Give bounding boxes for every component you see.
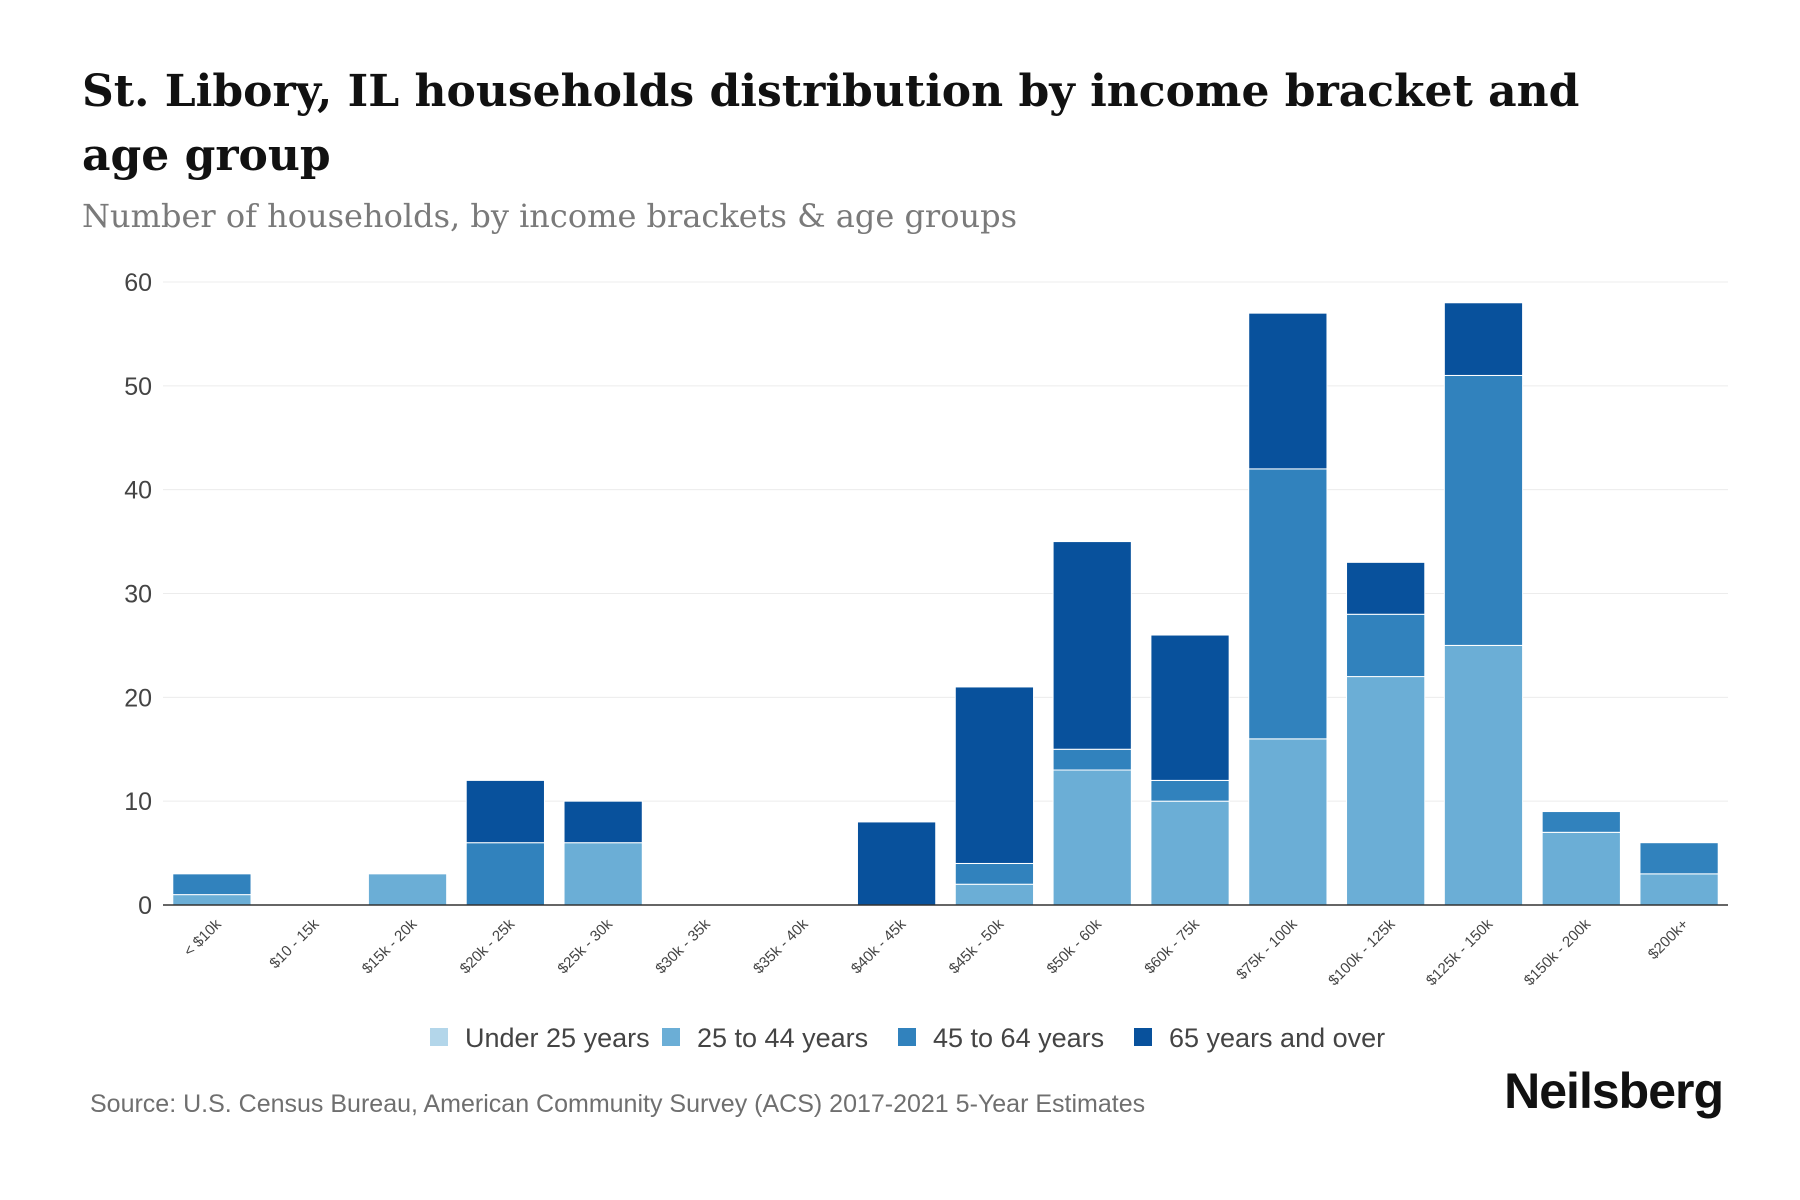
- bar-segment: [1346, 613, 1426, 678]
- bar-segment: [856, 821, 937, 906]
- x-tick-label: $20k - 25k: [457, 915, 519, 977]
- chart-title: St. Libory, IL households distribution b…: [82, 66, 1580, 181]
- bar-segment: [563, 800, 643, 844]
- y-tick-label: 0: [138, 892, 152, 920]
- bar-segment: [1052, 748, 1132, 771]
- bar-segment: [1443, 302, 1524, 376]
- x-tick-label: $45k - 50k: [946, 915, 1008, 977]
- bar-segment: [1639, 873, 1719, 906]
- x-tick-label: $150k - 200k: [1521, 915, 1595, 989]
- y-tick-label: 10: [124, 788, 152, 816]
- brand-logo: Neilsberg: [1504, 1063, 1724, 1119]
- legend-swatch: [898, 1028, 916, 1046]
- x-tick-label: $100k - 125k: [1325, 915, 1399, 989]
- bar-segment: [1639, 842, 1719, 875]
- x-tick-label: $35k - 40k: [750, 915, 812, 977]
- legend-label: 45 to 64 years: [933, 1023, 1104, 1053]
- bar-segment: [1541, 831, 1621, 906]
- bar-segment: [1443, 374, 1524, 646]
- legend-label: 65 years and over: [1169, 1023, 1385, 1053]
- bar-segment: [465, 842, 545, 906]
- bar-segment: [1346, 561, 1426, 615]
- legend-swatch: [430, 1028, 448, 1046]
- bar-segment: [367, 873, 448, 906]
- bar-segment: [1150, 800, 1230, 906]
- bar-segment: [1248, 468, 1328, 740]
- bar-segment: [1541, 811, 1621, 833]
- y-tick-label: 50: [124, 373, 152, 401]
- legend-swatch: [662, 1028, 680, 1046]
- chart-subtitle: Number of households, by income brackets…: [82, 197, 1017, 235]
- bar-segment: [954, 883, 1035, 906]
- y-tick-label: 30: [124, 581, 152, 609]
- x-tick-label: $40k - 45k: [848, 915, 910, 977]
- bar-segment: [1443, 644, 1524, 906]
- legend-label: 25 to 44 years: [697, 1023, 868, 1053]
- bar-segment: [172, 894, 252, 906]
- bar-segment: [465, 779, 545, 844]
- bar-segment: [954, 686, 1035, 864]
- bar-segment: [954, 862, 1035, 885]
- bar-segment: [1150, 634, 1230, 781]
- x-tick-label: $25k - 30k: [554, 915, 616, 977]
- bar-segment: [1150, 779, 1230, 802]
- y-axis: 0 10 20 30 40 50 60: [124, 269, 152, 920]
- x-axis: < $10k $10 - 15k $15k - 20k $20k - 25k $25k …: [163, 904, 1728, 989]
- y-tick-label: 60: [124, 269, 152, 297]
- source-note: Source: U.S. Census Bureau, American Com…: [90, 1090, 1146, 1118]
- x-tick-label: $10 - 15k: [266, 915, 323, 972]
- bar-segment: [1248, 738, 1328, 906]
- y-tick-label: 20: [124, 684, 152, 712]
- legend-swatch: [1134, 1028, 1152, 1046]
- bar-segment: [172, 873, 252, 896]
- bar-segment: [1052, 769, 1132, 906]
- x-tick-label: $60k - 75k: [1141, 915, 1203, 977]
- bars: [172, 302, 1719, 906]
- x-tick-label: < $10k: [181, 915, 226, 960]
- y-tick-label: 40: [124, 477, 152, 505]
- bar-segment: [1052, 541, 1132, 750]
- x-tick-label: $15k - 20k: [359, 915, 421, 977]
- x-tick-label: $30k - 35k: [652, 915, 714, 977]
- bar-segment: [563, 842, 643, 906]
- bar-segment: [1346, 676, 1426, 906]
- legend-label: Under 25 years: [465, 1023, 650, 1053]
- x-tick-label: $125k - 150k: [1423, 915, 1497, 989]
- x-tick-label: $75k - 100k: [1233, 915, 1301, 983]
- legend: Under 25 years 25 to 44 years 45 to 64 yea…: [430, 1023, 1385, 1053]
- x-tick-label: $50k - 60k: [1043, 915, 1105, 977]
- bar-segment: [1248, 312, 1328, 470]
- x-tick-label: $200k+: [1645, 916, 1692, 963]
